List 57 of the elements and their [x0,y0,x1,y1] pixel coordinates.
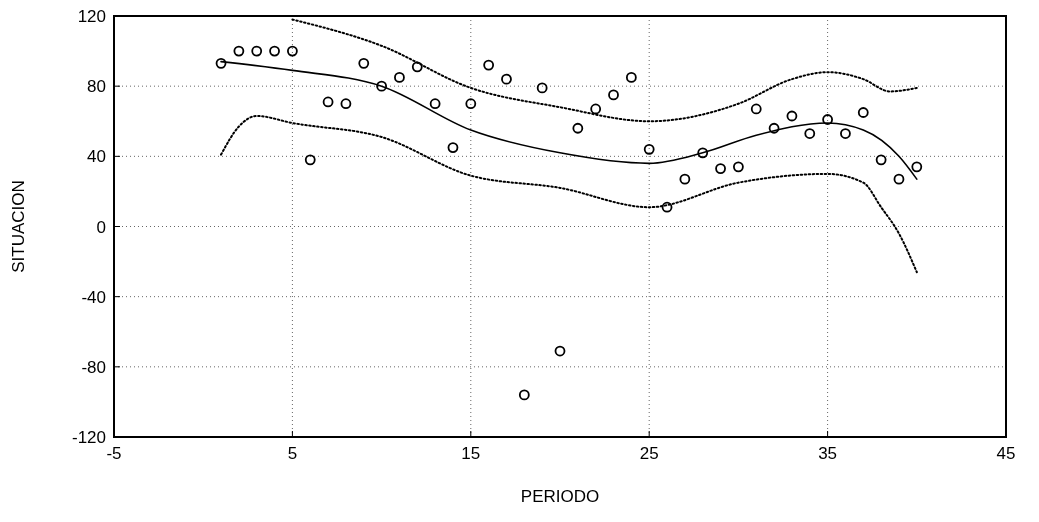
x-tick-label: -5 [106,444,122,463]
point [733,161,744,173]
point [715,163,726,175]
point [304,154,316,166]
x-tick-label: 35 [818,444,838,463]
point [518,389,530,401]
point [857,107,869,118]
point [269,45,280,57]
y-tick-label: 40 [87,147,106,167]
point [483,59,495,71]
point [215,57,227,69]
y-axis-title: SITUACION [9,180,28,273]
point [251,45,263,57]
point [233,45,245,57]
point [358,57,370,69]
point [911,161,923,173]
point [608,89,619,101]
point [340,98,352,110]
y-tick-label: 120 [77,7,106,26]
x-axis-title: PERIODO [520,487,600,506]
point [625,72,637,83]
point [394,72,405,83]
y-tick-label: 80 [87,77,106,97]
point [750,103,762,115]
y-tick-label: -40 [81,287,106,307]
point [554,345,566,357]
point [661,201,673,213]
point [322,96,334,108]
point [697,147,709,159]
line-series [291,18,918,123]
point [840,128,851,139]
point [429,98,441,110]
y-tick-label: -120 [71,428,106,447]
point [590,103,602,115]
line-series [220,114,918,274]
point [643,143,655,155]
x-tick-label: 45 [996,444,1016,463]
point [501,73,512,85]
point [875,154,887,166]
point [679,173,691,185]
x-tick-label: 15 [461,444,481,463]
point [536,82,548,94]
x-tick-label: 25 [639,444,659,463]
point [572,122,584,134]
point [786,110,798,122]
point [411,61,423,73]
point [287,45,298,57]
point [804,128,816,139]
point [822,114,833,125]
y-tick-label: -80 [81,357,106,377]
point [465,98,477,110]
point [893,173,905,185]
x-tick-label: 5 [287,444,298,463]
point [768,122,780,134]
point [376,80,387,92]
point [447,142,459,153]
y-tick-label: 0 [96,217,106,237]
